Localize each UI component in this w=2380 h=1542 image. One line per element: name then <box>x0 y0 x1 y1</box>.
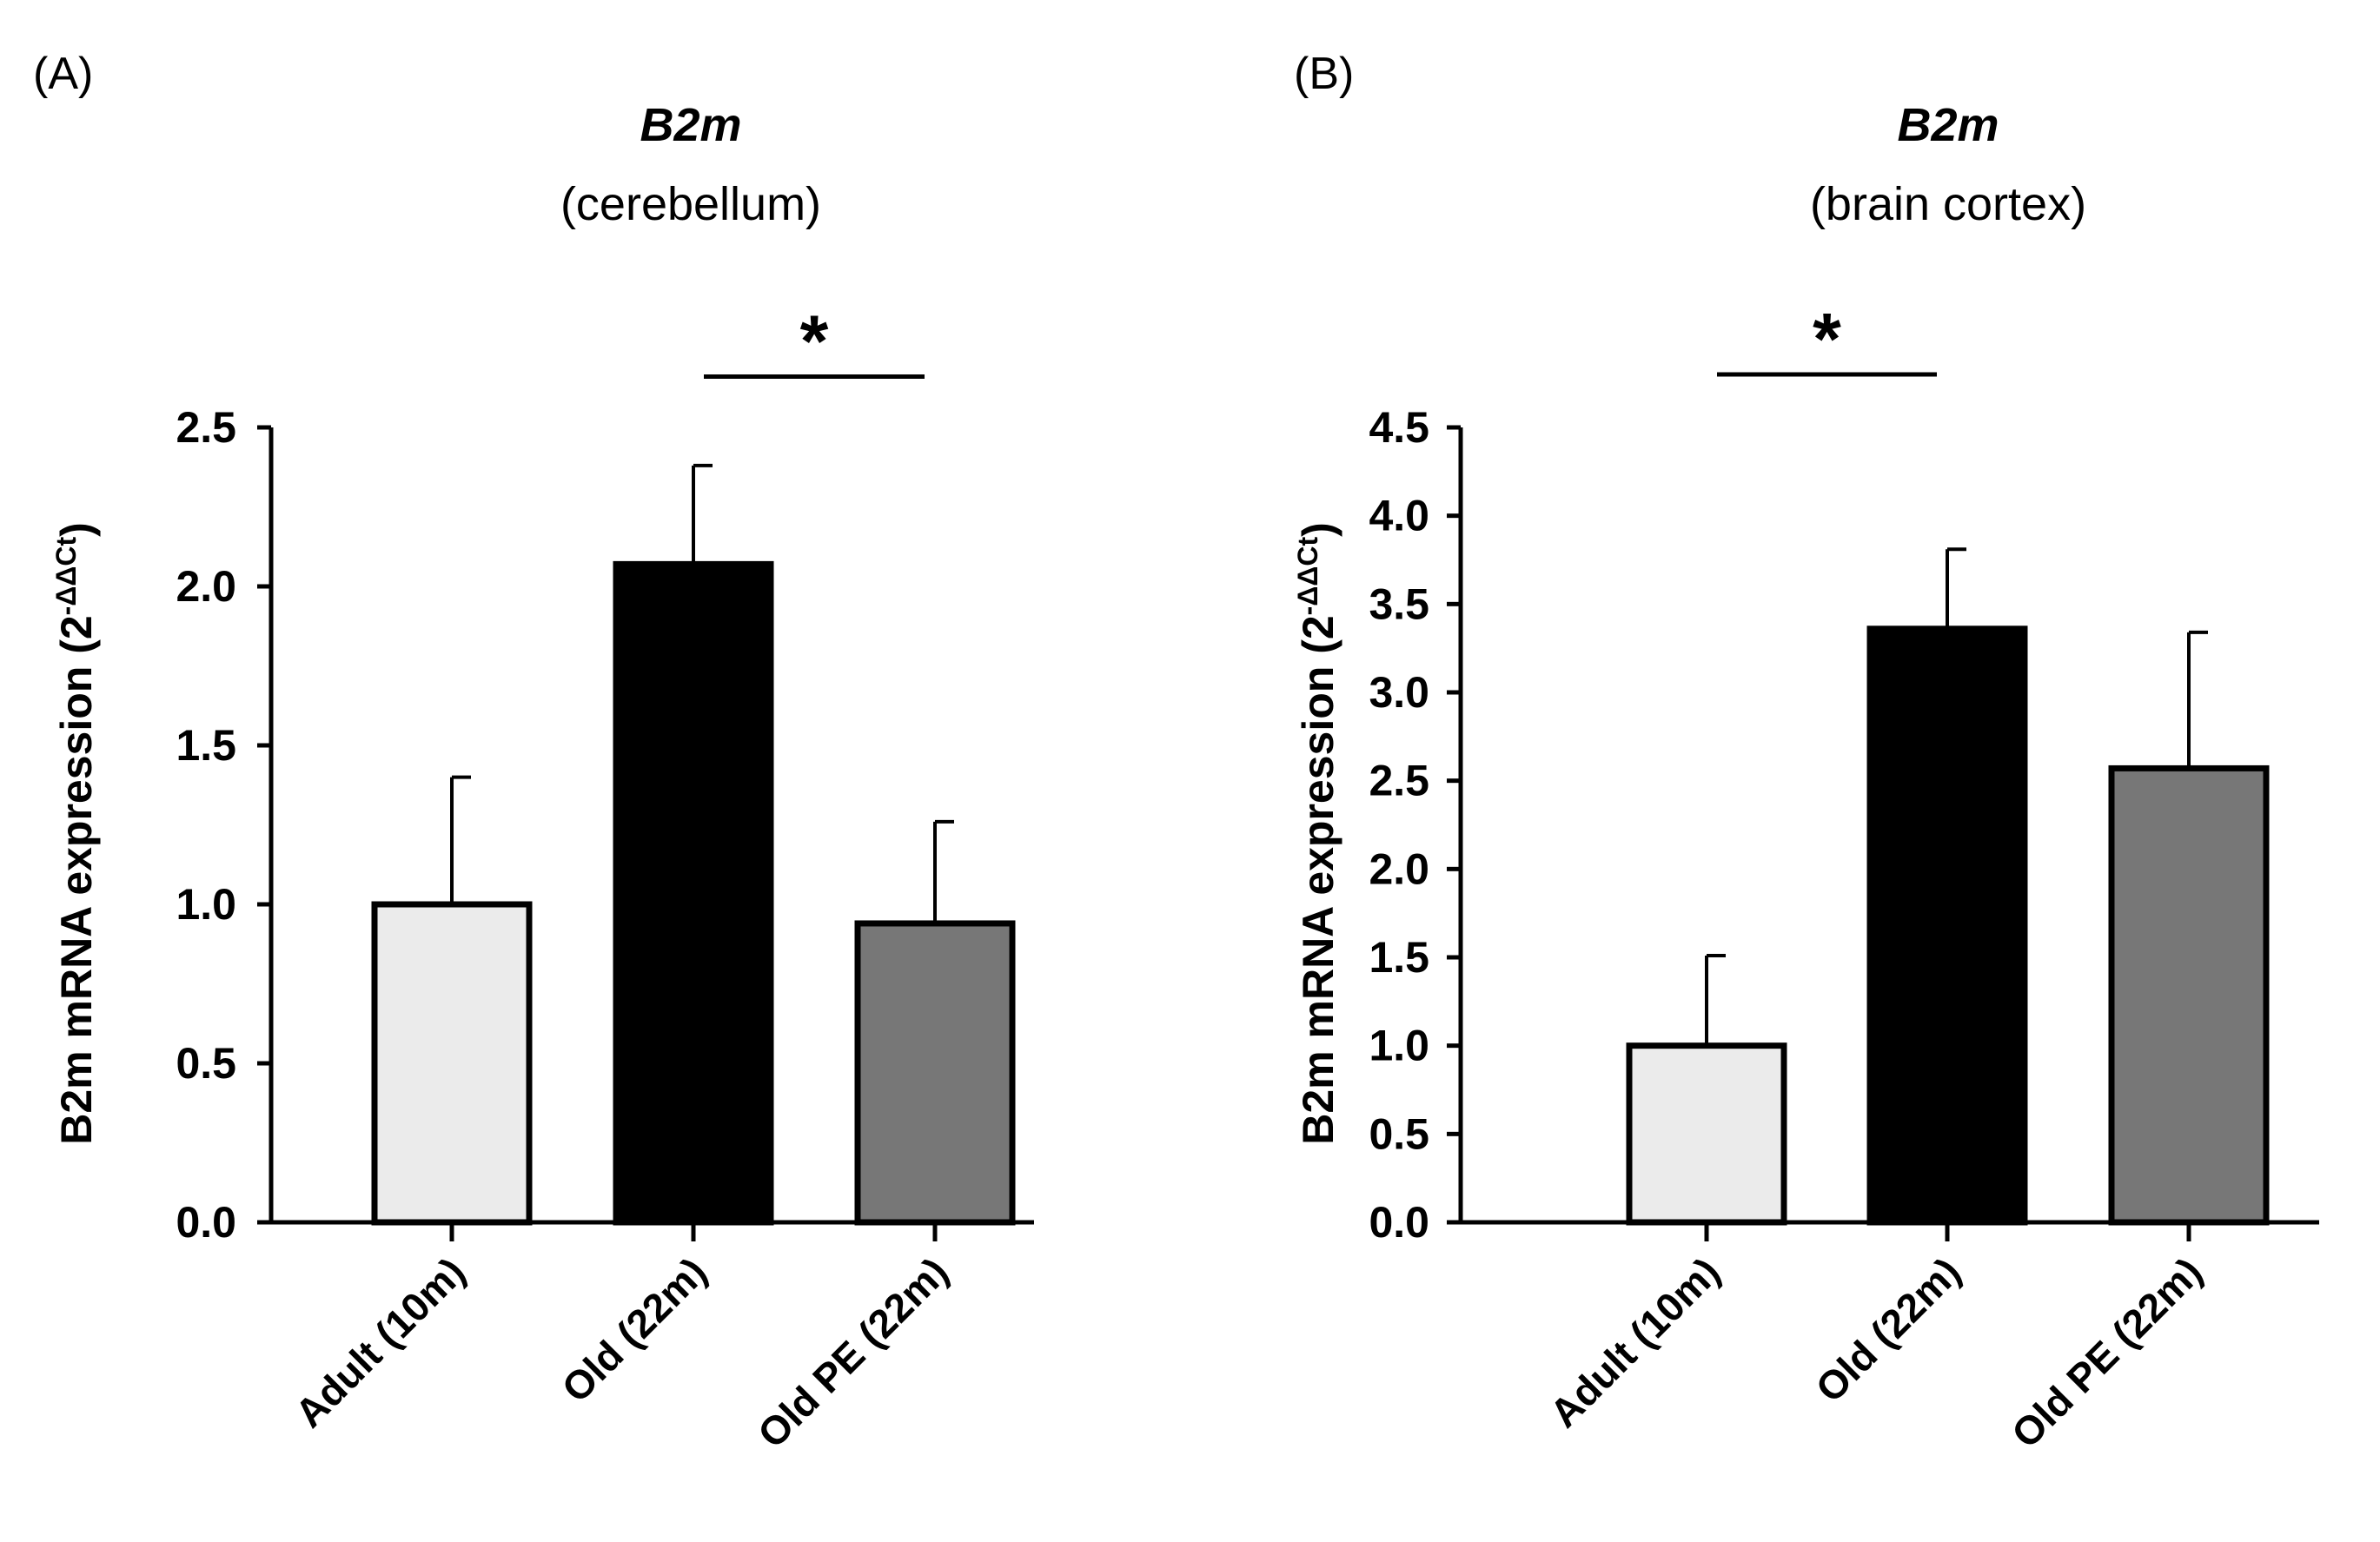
chart-a-y-axis-label-superscript: -ΔΔCt <box>50 537 82 616</box>
chart-b-y-tick-label: 4.5 <box>1369 403 1429 452</box>
chart-b-y-axis-label: B2m mRNA expression (2-ΔΔCt) <box>1292 522 1342 1145</box>
chart-b-significance-mark: * <box>1813 298 1841 380</box>
chart-b-y-tick-label: 2.0 <box>1369 844 1429 893</box>
chart-b-category-label: Old PE (22m) <box>2003 1248 2211 1456</box>
chart-a-y-tick-label: 0.0 <box>176 1198 236 1247</box>
chart-b-y-tick-label: 3.5 <box>1369 579 1429 628</box>
chart-panel-b: (B) B2m (brain cortex) B2m mRNA expression … <box>1190 0 2379 1542</box>
chart-a-panel-label: (A) <box>33 49 93 99</box>
chart-a-y-tick-label: 1.0 <box>176 880 236 929</box>
chart-a-y-axis-label-main: B2m mRNA expression (2 <box>52 615 101 1144</box>
chart-a-y-tick-label: 2.0 <box>176 562 236 611</box>
chart-b-panel-label: (B) <box>1294 49 1354 99</box>
chart-b-bar-1 <box>1626 1042 1787 1226</box>
chart-b-bar-2 <box>1866 625 2028 1226</box>
chart-a-svg: (A) B2m (cerebellum) B2m mRNA expression (2… <box>33 49 1034 1457</box>
chart-b-y-tick-label: 3.0 <box>1369 668 1429 717</box>
chart-b-category-label: Adult (10m) <box>1541 1248 1728 1436</box>
chart-b-y-axis-label-close: ) <box>1294 522 1342 537</box>
chart-b-y-tick-label: 1.0 <box>1369 1022 1429 1070</box>
chart-a-title: B2m <box>640 99 741 151</box>
chart-b-bar-3 <box>2108 764 2270 1226</box>
chart-a-category-label: Adult (10m) <box>286 1248 474 1436</box>
chart-a-y-axis-label: B2m mRNA expression (2-ΔΔCt) <box>50 522 101 1145</box>
chart-a-bar-3 <box>854 920 1016 1226</box>
chart-a-bar-2 <box>613 560 774 1226</box>
chart-panel-a: (A) B2m (cerebellum) B2m mRNA expression (2… <box>33 49 1034 1457</box>
chart-b-title: B2m <box>1897 99 1999 151</box>
chart-b-y-tick-label: 0.0 <box>1369 1198 1429 1247</box>
chart-b-y-axis-label-main: B2m mRNA expression (2 <box>1294 615 1342 1144</box>
chart-b-y-axis-label-superscript: -ΔΔCt <box>1292 537 1323 616</box>
chart-a-bar-1 <box>371 901 533 1226</box>
chart-b-y-tick-label: 4.0 <box>1369 492 1429 540</box>
chart-b-y-tick-label: 0.5 <box>1369 1109 1429 1158</box>
chart-a-y-tick-label: 2.5 <box>176 403 236 452</box>
chart-a-category-label: Old PE (22m) <box>749 1248 957 1456</box>
chart-a-significance-mark: * <box>800 300 829 381</box>
chart-a-category-label: Old (22m) <box>553 1248 715 1411</box>
chart-b-svg: (B) B2m (brain cortex) B2m mRNA expression … <box>1292 49 2319 1457</box>
chart-a-y-tick-label: 0.5 <box>176 1039 236 1088</box>
chart-a-y-axis-label-close: ) <box>52 522 101 537</box>
chart-b-category-label: Old (22m) <box>1807 1248 1969 1411</box>
chart-b-subtitle: (brain cortex) <box>1810 178 2086 230</box>
chart-a-subtitle: (cerebellum) <box>560 178 821 230</box>
chart-b-y-tick-label: 1.5 <box>1369 933 1429 982</box>
chart-a-y-tick-label: 1.5 <box>176 721 236 770</box>
chart-b-y-tick-label: 2.5 <box>1369 757 1429 805</box>
